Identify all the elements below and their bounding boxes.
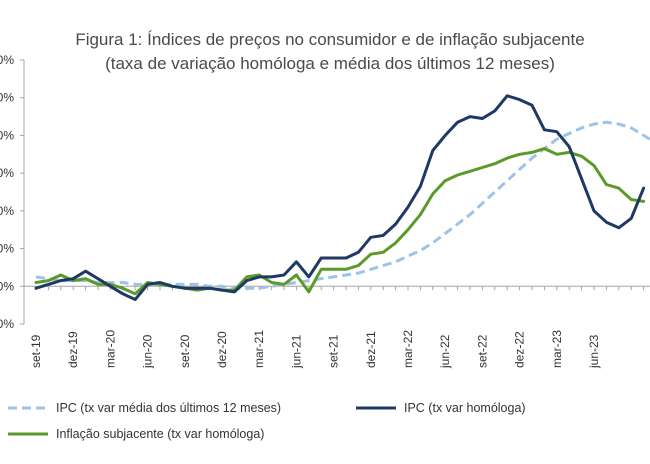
x-tick-label: dez-19 (66, 331, 80, 368)
y-tick-label: 0,0% (0, 279, 14, 293)
y-tick-label: -2,0% (0, 317, 14, 331)
chart-series (34, 94, 650, 301)
chart-legend: IPC (tx var média dos últimos 12 meses) I… (8, 401, 526, 441)
x-tick-label: set-21 (327, 334, 341, 368)
x-tick-label: mar-22 (401, 330, 415, 368)
x-tick-label: set-19 (29, 334, 43, 368)
x-tick-label: set-22 (475, 334, 489, 368)
y-tick-label: 12,0% (0, 53, 14, 67)
x-tick-label: jun-20 (141, 334, 155, 369)
x-tick-label: mar-23 (550, 330, 564, 368)
x-tick-label: mar-20 (103, 330, 117, 368)
x-tick-label: set-20 (178, 334, 192, 368)
y-tick-label: 10,0% (0, 91, 14, 105)
y-tick-label: 6,0% (0, 166, 14, 180)
x-tick-label: jun-21 (289, 334, 303, 369)
legend-label-1: IPC (tx var média dos últimos 12 meses) (56, 401, 281, 415)
y-tick-label: 2,0% (0, 242, 14, 256)
chart-axes (23, 60, 650, 324)
x-tick-label: dez-22 (513, 331, 527, 368)
series-line-1 (35, 120, 650, 290)
x-tick-label: jun-23 (587, 334, 601, 369)
chart-title-line-1: Figura 1: Índices de preços no consumido… (75, 30, 584, 49)
series-line-2 (34, 94, 646, 301)
x-tick-label: jun-22 (438, 334, 452, 369)
series-line-3 (34, 147, 646, 296)
x-tick-label: mar-21 (252, 330, 266, 368)
chart-title-line-2: (taxa de variação homóloga e média dos ú… (105, 54, 555, 73)
legend-label-3: Inflação subjacente (tx var homóloga) (56, 427, 264, 441)
chart-titles: Figura 1: Índices de preços no consumido… (75, 30, 584, 73)
legend-label-2: IPC (tx var homóloga) (404, 401, 526, 415)
y-tick-label: 8,0% (0, 128, 14, 142)
y-axis-ticks: -2,0% 0,0% 2,0% 4,0% 6,0% 8,0% 10,0% 12,0% (0, 53, 24, 331)
x-axis-ticks: set-19 dez-19 mar-20 jun-20 set-20 dez-20 mar-… (29, 286, 645, 369)
x-tick-label: dez-20 (215, 331, 229, 368)
x-tick-label: dez-21 (364, 331, 378, 368)
y-tick-label: 4,0% (0, 204, 14, 218)
